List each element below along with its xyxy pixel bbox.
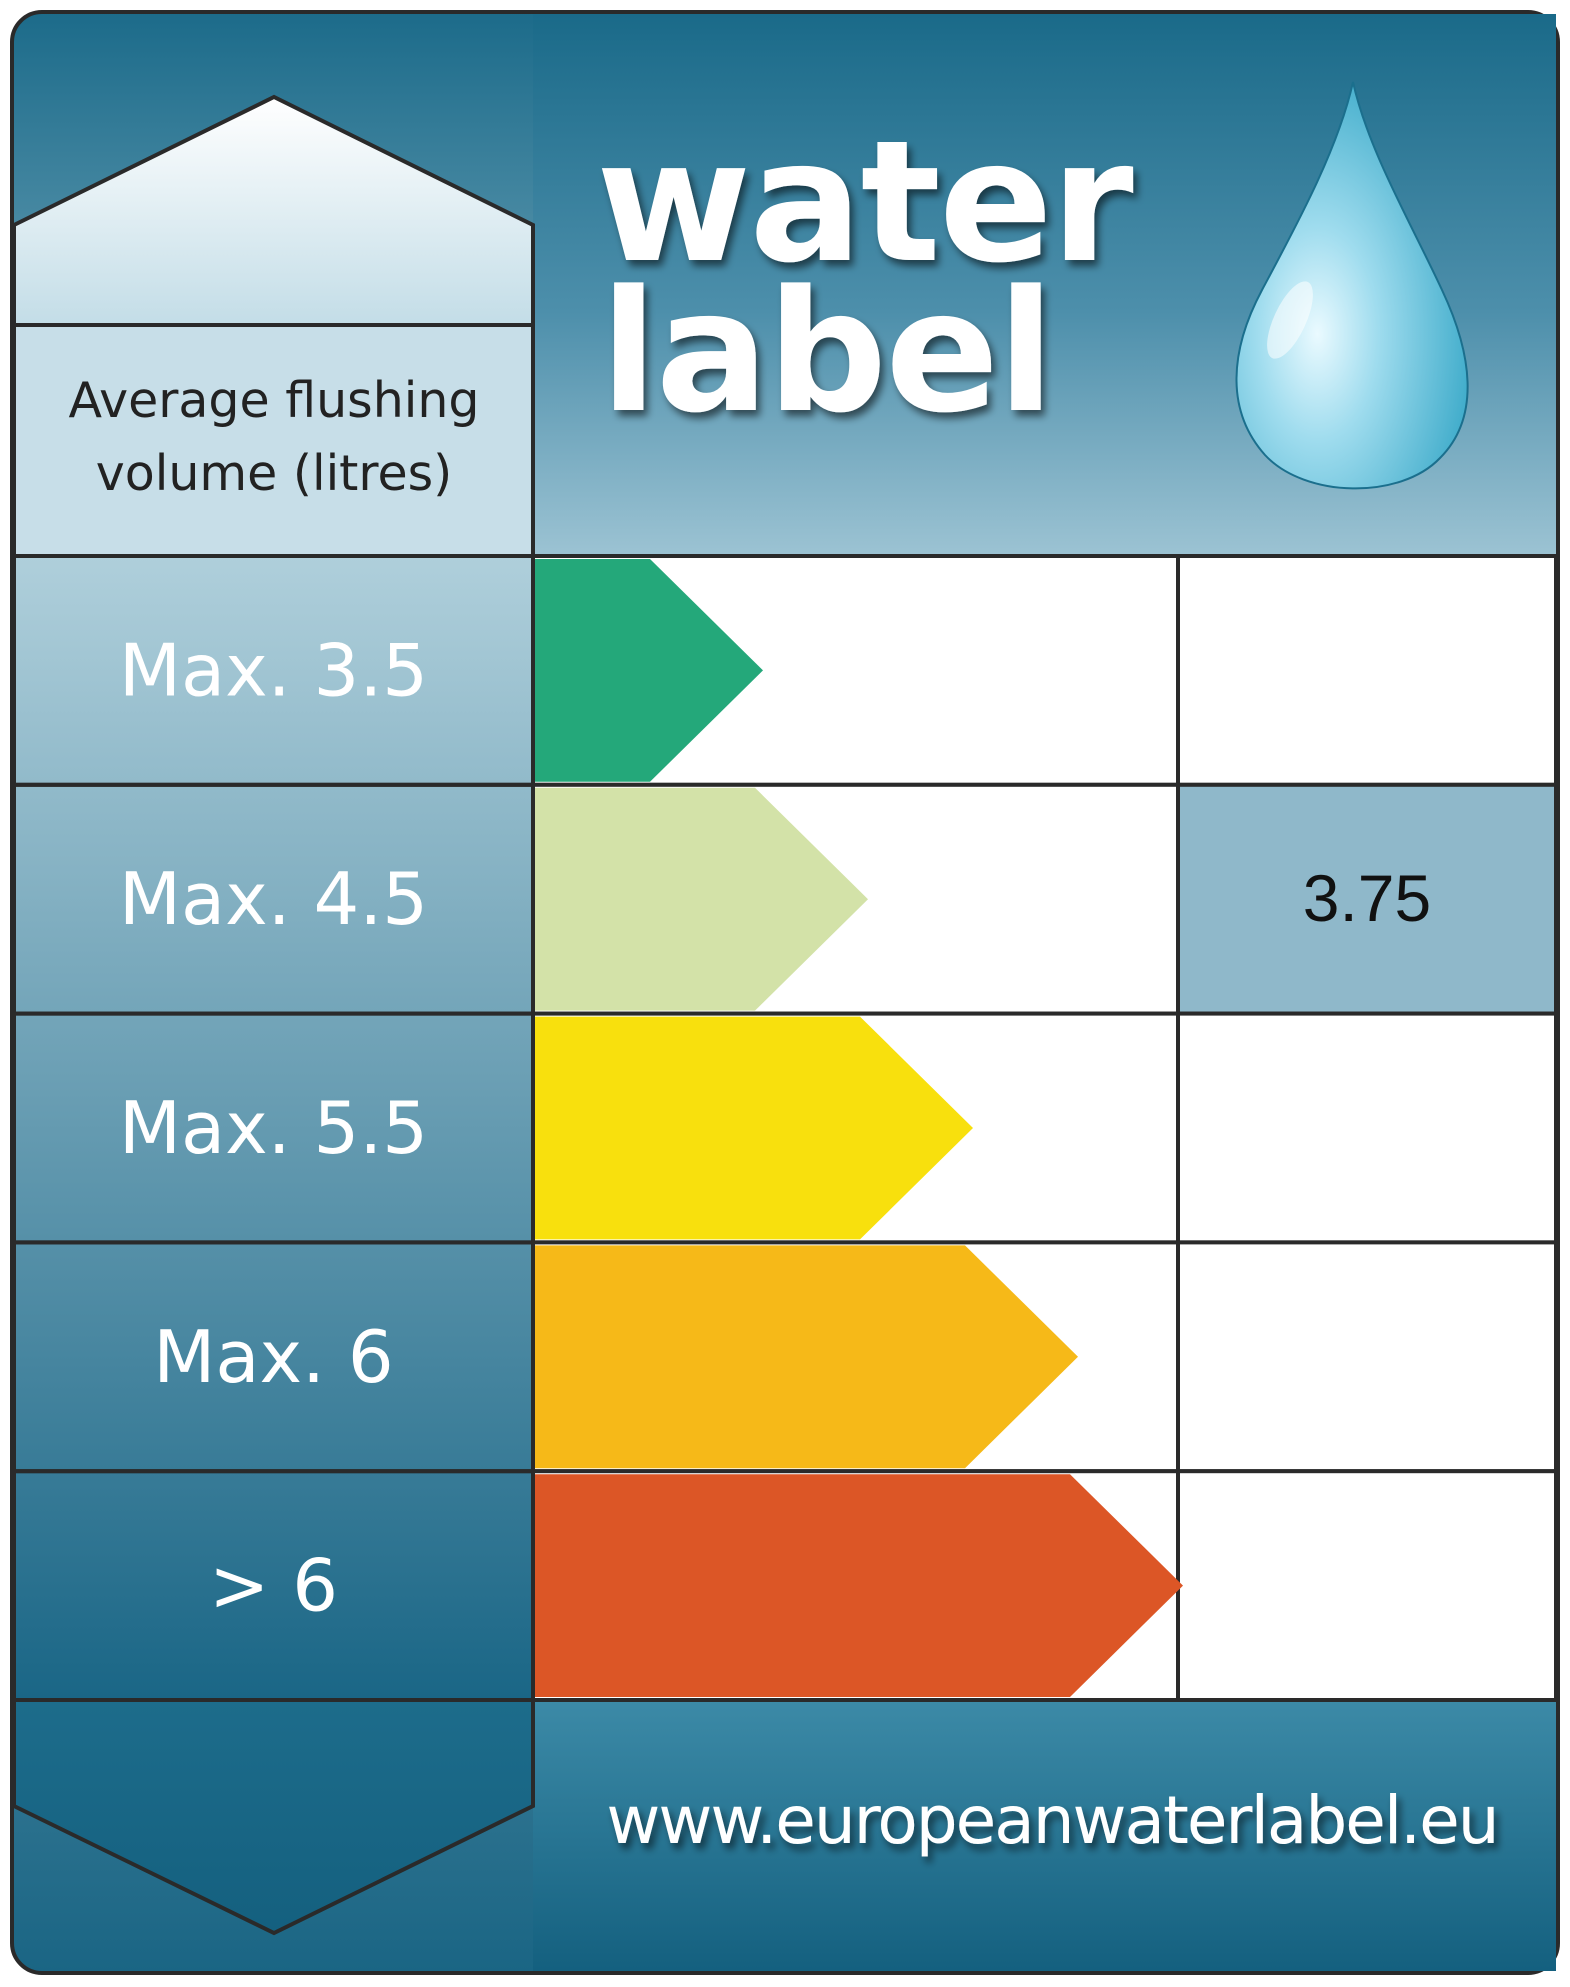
band-label: Max. 4.5 [119, 857, 428, 941]
footer-panel [533, 1700, 1556, 1971]
logo-text-water: water [596, 104, 1134, 300]
rating-cell [1176, 554, 1558, 787]
water-drop-icon [1235, 81, 1469, 490]
column-header-line1: Average flushing [68, 372, 479, 429]
column-header-cell [12, 323, 535, 558]
band-arrow [535, 1245, 1078, 1469]
logo-text-label: label [600, 254, 1053, 450]
rating-cell [1176, 1011, 1558, 1245]
chevron-up-shape [12, 94, 535, 327]
band-label-cell [12, 1469, 535, 1702]
band-label: Max. 3.5 [119, 628, 428, 712]
band-arrow [535, 787, 868, 1011]
band-arrow [535, 1474, 1183, 1697]
website-url: www.europeanwaterlabel.eu [606, 1782, 1497, 1859]
rating-value: 3.75 [1303, 861, 1431, 935]
rating-bands: Max. 3.5 Max. 4.5 3.75 Max. 5.5 Max. 6 > 6 [12, 554, 1558, 1702]
band-label: Max. 6 [153, 1315, 393, 1399]
band-label: > 6 [209, 1544, 338, 1628]
band-arrow [535, 1016, 973, 1240]
column-header-line2: volume (litres) [96, 445, 453, 502]
rating-cell [1176, 1240, 1558, 1474]
band-label: Max. 5.5 [119, 1086, 428, 1170]
left-column-rows [14, 556, 533, 1700]
rating-cell [1176, 782, 1558, 1016]
rating-cell [1176, 1469, 1558, 1702]
band-arrow [535, 559, 763, 782]
